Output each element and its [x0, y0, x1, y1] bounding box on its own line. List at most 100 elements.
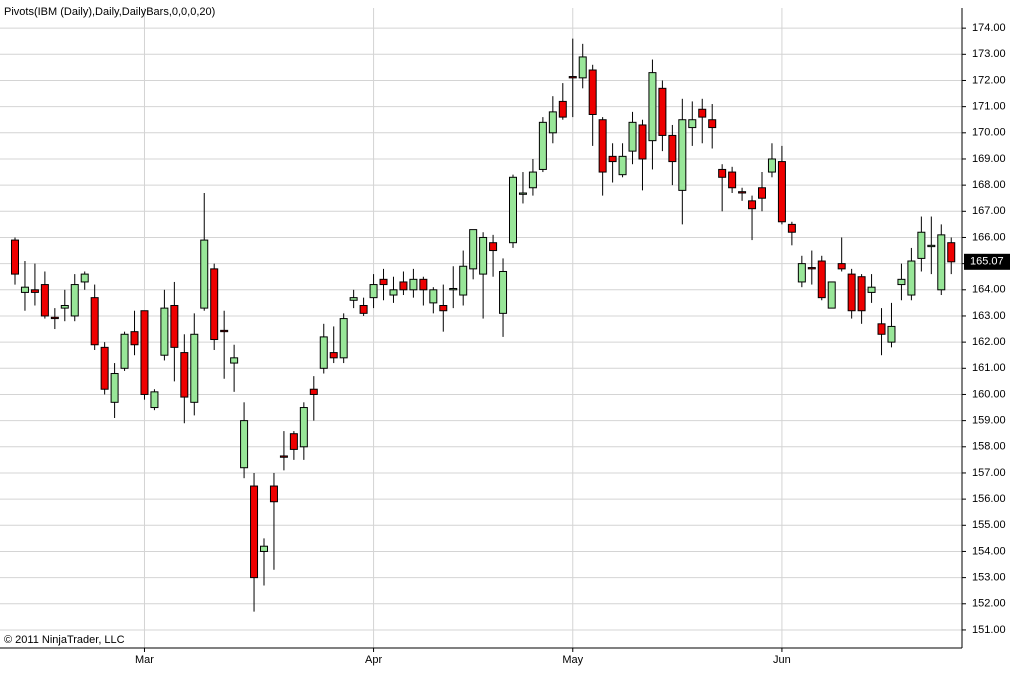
candle-body	[777, 161, 786, 223]
candle-body	[827, 281, 836, 309]
candles	[11, 38, 956, 612]
candle-body	[767, 158, 776, 173]
candle-body	[80, 273, 89, 283]
candle-body	[90, 297, 99, 346]
candle-body	[718, 168, 727, 178]
candle-body	[578, 56, 587, 79]
y-tick-label: 152.00	[972, 598, 1006, 610]
candle-body	[449, 287, 458, 291]
candle-body	[947, 242, 956, 263]
candle-body	[658, 87, 667, 136]
candle-body	[220, 329, 229, 333]
candle-body	[917, 231, 926, 259]
y-tick-label: 156.00	[972, 493, 1006, 505]
candle-body	[638, 124, 647, 160]
candle-body	[140, 310, 149, 395]
y-tick-label: 157.00	[972, 467, 1006, 479]
candle-body	[708, 119, 717, 129]
x-tick-label: Mar	[135, 654, 154, 666]
y-tick-label: 160.00	[972, 388, 1006, 400]
candle-body	[180, 352, 189, 398]
candle-body	[678, 119, 687, 191]
candle-body	[897, 278, 906, 286]
candle-body	[379, 278, 388, 286]
candle-body	[240, 420, 249, 469]
candle-body	[359, 304, 368, 314]
candle-body	[40, 284, 49, 317]
y-tick-label: 171.00	[972, 101, 1006, 113]
x-tick-label: Jun	[773, 654, 791, 666]
candle-body	[837, 263, 846, 270]
y-tick-label: 159.00	[972, 415, 1006, 427]
candle-body	[787, 223, 796, 233]
candle-body	[269, 485, 278, 503]
candle-body	[150, 391, 159, 409]
candle-body	[429, 289, 438, 304]
y-tick-label: 164.00	[972, 284, 1006, 296]
y-tick-label: 168.00	[972, 179, 1006, 191]
candle-body	[30, 289, 39, 293]
candle-body	[319, 336, 328, 369]
candle-body	[817, 260, 826, 299]
y-tick-label: 154.00	[972, 545, 1006, 557]
candle-body	[628, 121, 637, 152]
y-tick-label: 169.00	[972, 153, 1006, 165]
candle-body	[648, 72, 657, 142]
candle-body	[528, 171, 537, 189]
candle-body	[927, 244, 936, 248]
candle-body	[349, 297, 358, 301]
candle-body	[797, 263, 806, 283]
candle-body	[409, 278, 418, 291]
y-tick-label: 163.00	[972, 310, 1006, 322]
candle-body	[170, 304, 179, 348]
candle-body	[50, 316, 59, 320]
candle-body	[867, 286, 876, 293]
y-tick-label: 167.00	[972, 205, 1006, 217]
candle-body	[618, 155, 627, 176]
candle-body	[419, 278, 428, 291]
candle-body	[110, 373, 119, 403]
candle-body	[130, 331, 139, 346]
candle-body	[210, 268, 219, 341]
candle-body	[807, 267, 816, 270]
candle-body	[887, 325, 896, 343]
candle-body	[509, 176, 517, 244]
candle-body	[459, 265, 468, 296]
candle-body	[479, 236, 488, 275]
candle-body	[499, 270, 508, 314]
candle-body	[937, 234, 946, 291]
y-tick-label: 158.00	[972, 441, 1006, 453]
x-tick-label: May	[562, 654, 583, 666]
candle-body	[668, 134, 677, 163]
candle-body	[70, 284, 79, 317]
candle-body	[857, 276, 866, 312]
chart-title: Pivots(IBM (Daily),Daily,DailyBars,0,0,0…	[4, 6, 215, 18]
candle-body	[309, 388, 318, 395]
candle-body	[877, 323, 886, 335]
candle-body	[11, 239, 19, 275]
candle-body	[339, 318, 348, 359]
last-price-label: 165.07	[970, 256, 1004, 268]
candle-body	[190, 333, 199, 403]
candle-body	[389, 289, 398, 296]
candle-body	[329, 352, 338, 359]
candle-body	[230, 357, 239, 364]
candle-body	[250, 485, 259, 579]
candle-body	[399, 281, 408, 291]
candle-body	[598, 119, 607, 173]
candle-body	[469, 229, 478, 270]
y-tick-label: 162.00	[972, 336, 1006, 348]
candle-body	[608, 155, 617, 163]
candle-body	[518, 192, 527, 195]
candle-body	[688, 119, 697, 129]
candle-body	[289, 433, 298, 450]
y-tick-label: 174.00	[972, 22, 1006, 34]
candle-body	[748, 200, 757, 210]
candle-body	[120, 333, 129, 369]
y-tick-label: 155.00	[972, 519, 1006, 531]
candle-body	[20, 286, 29, 293]
candle-body	[738, 191, 747, 194]
y-tick-label: 173.00	[972, 48, 1006, 60]
y-tick-label: 153.00	[972, 572, 1006, 584]
